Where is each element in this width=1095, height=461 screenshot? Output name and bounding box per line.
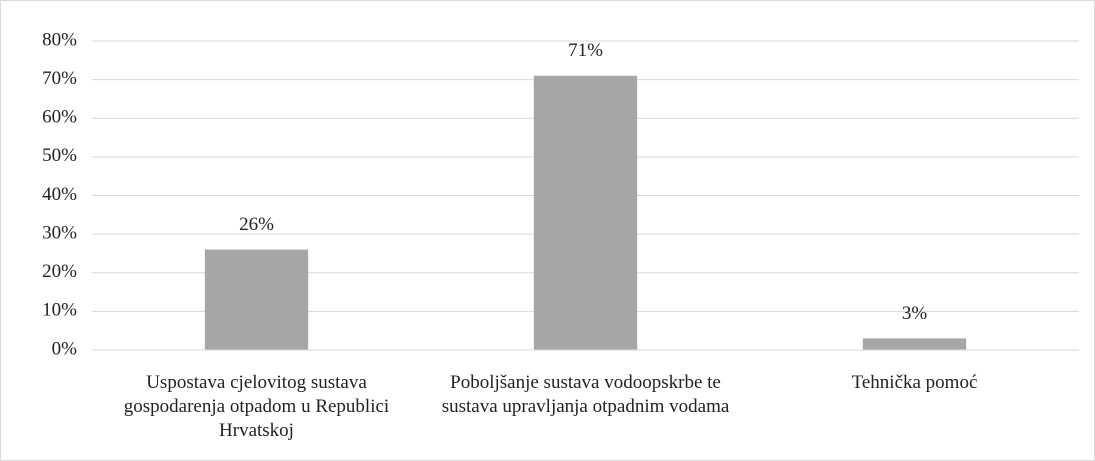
data-label: 3%: [902, 303, 928, 324]
x-tick-label: Uspostava cjelovitog sustava gospodarenj…: [123, 372, 390, 441]
y-tick-label: 80%: [42, 29, 77, 50]
bar: [204, 249, 309, 350]
data-label: 26%: [239, 214, 274, 235]
y-tick-label: 40%: [42, 184, 77, 205]
y-tick-label: 30%: [42, 222, 77, 243]
x-tick-label: Tehnička pomoć: [851, 372, 978, 393]
y-tick-label: 70%: [42, 68, 77, 89]
y-tick-label: 20%: [42, 261, 77, 282]
y-tick-label: 50%: [42, 145, 77, 166]
y-tick-label: 10%: [42, 300, 77, 321]
y-tick-label: 0%: [52, 338, 78, 359]
bar: [533, 75, 638, 350]
data-label: 71%: [568, 40, 603, 61]
y-tick-label: 60%: [42, 107, 77, 128]
bar: [862, 338, 967, 350]
x-tick-label: Poboljšanje sustava vodoopskrbe te susta…: [441, 372, 730, 417]
